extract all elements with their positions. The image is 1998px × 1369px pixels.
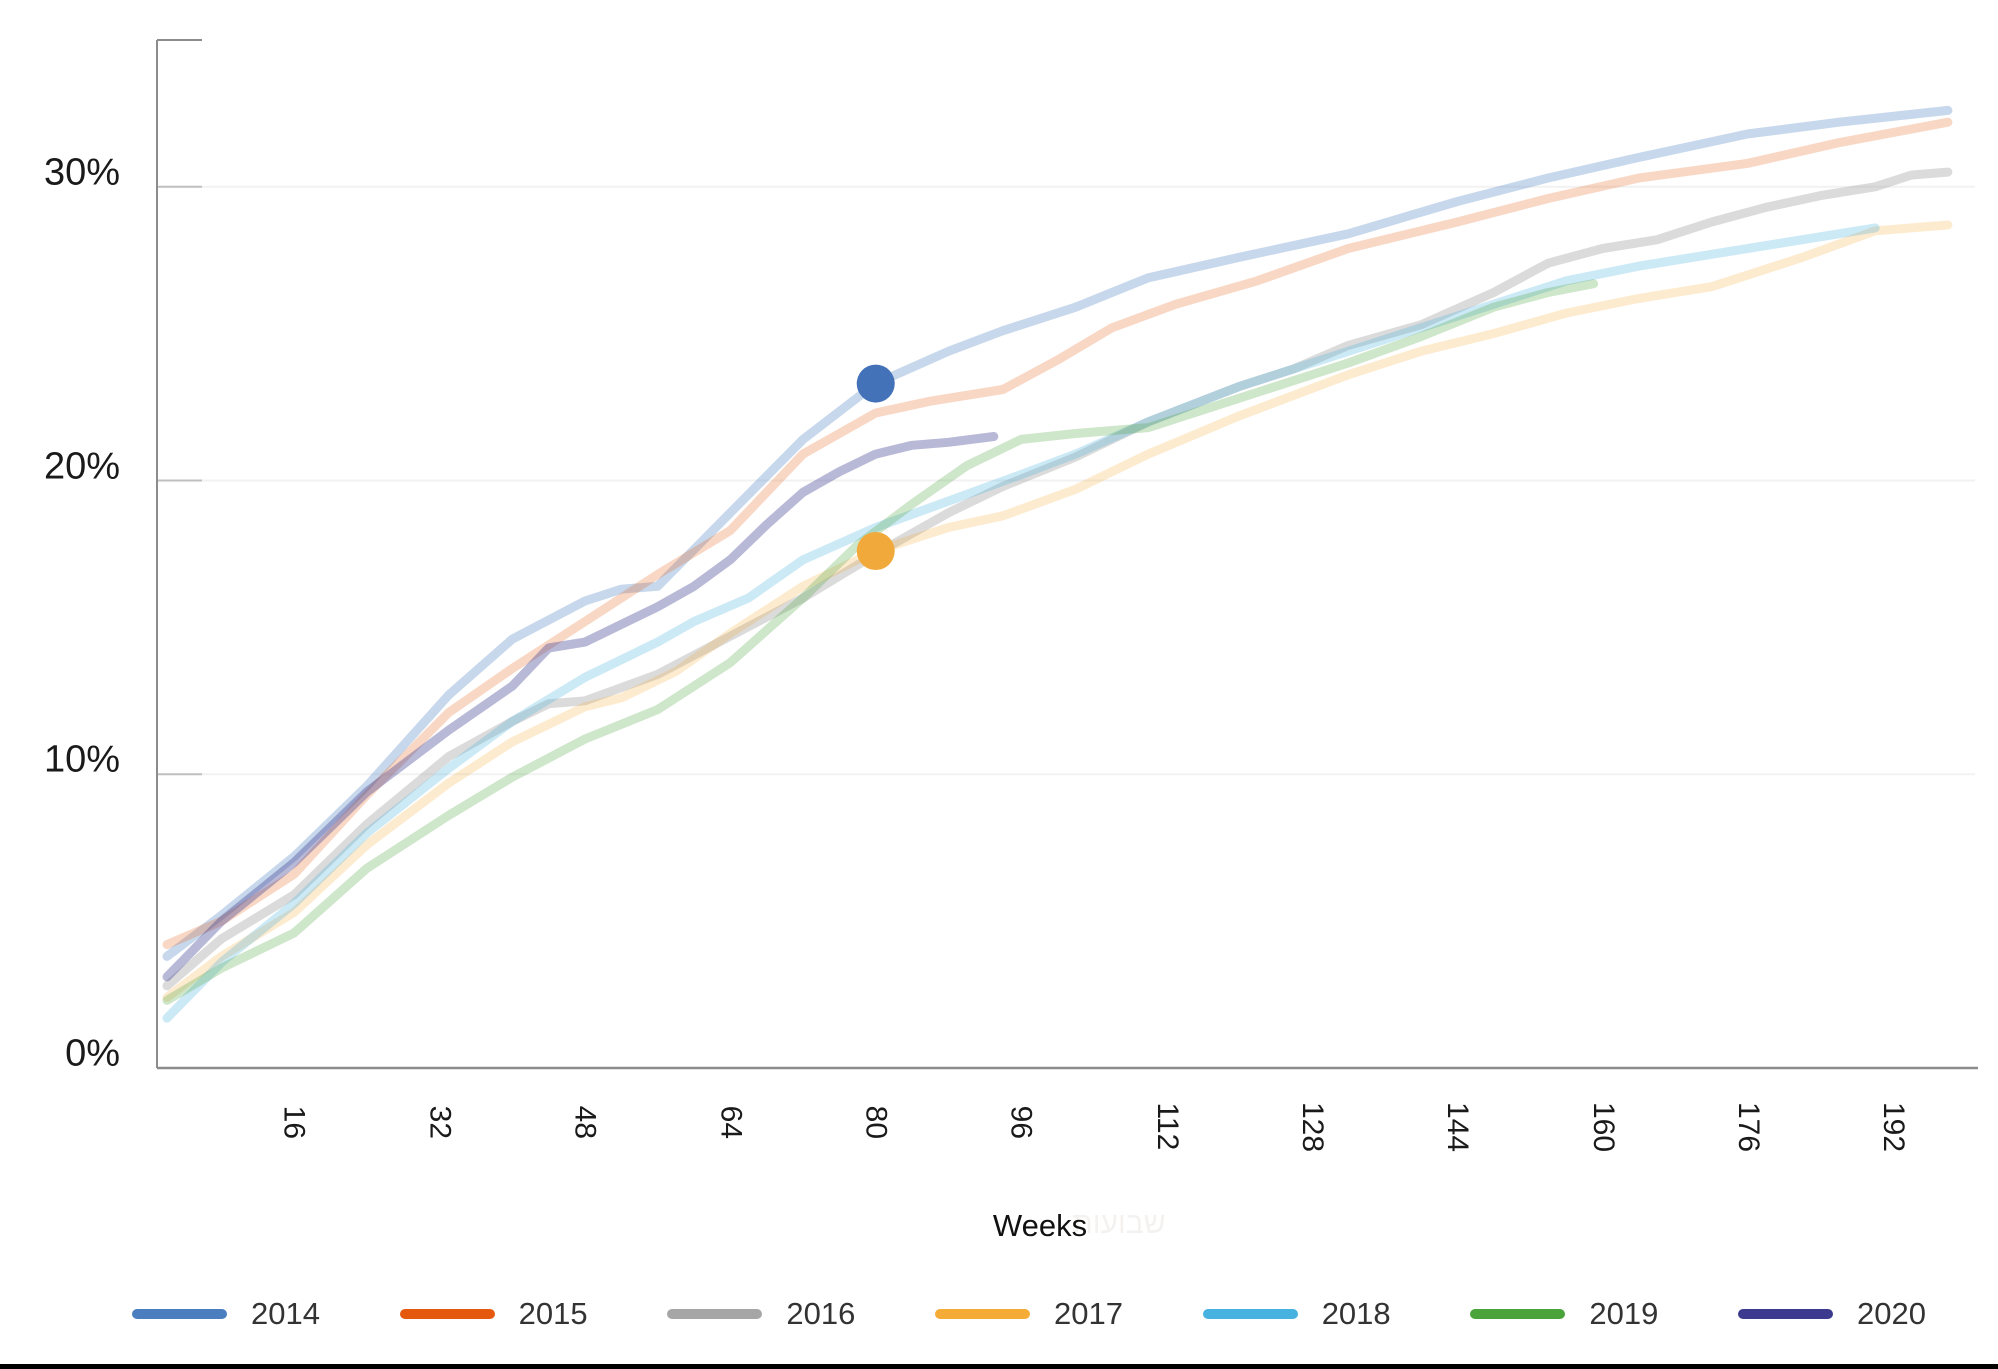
legend-swatch-2018 bbox=[1202, 1309, 1298, 1319]
x-tick-label-192: 192 bbox=[1877, 1101, 1911, 1153]
x-axis-title: Weeks bbox=[992, 1208, 1088, 1243]
x-tick-label-176: 176 bbox=[1732, 1101, 1766, 1153]
legend-item-2018[interactable]: 2018 bbox=[1202, 1296, 1391, 1332]
y-tick-label-30%: 30% bbox=[43, 151, 120, 194]
x-tick-label-48: 48 bbox=[568, 1105, 602, 1140]
legend-swatch-2016 bbox=[667, 1309, 763, 1319]
series-line-2017 bbox=[162, 220, 1953, 1002]
series-line-2015 bbox=[162, 117, 1953, 950]
y-tick-label-10%: 10% bbox=[43, 738, 120, 781]
legend-label-2015: 2015 bbox=[518, 1296, 588, 1331]
x-tick-label-96: 96 bbox=[1005, 1105, 1039, 1140]
legend-swatch-2020 bbox=[1738, 1309, 1834, 1319]
legend-item-2014[interactable]: 2014 bbox=[132, 1296, 320, 1332]
series-line-2014 bbox=[162, 105, 1953, 961]
series-line-2020 bbox=[162, 432, 999, 982]
x-tick-label-80: 80 bbox=[859, 1105, 893, 1140]
x-tick-label-160: 160 bbox=[1586, 1101, 1620, 1153]
x-tick-label-144: 144 bbox=[1441, 1101, 1475, 1153]
series-line-2016 bbox=[162, 167, 1953, 991]
x-tick-label-64: 64 bbox=[714, 1105, 748, 1140]
legend-label-2016: 2016 bbox=[786, 1296, 856, 1331]
x-tick-label-112: 112 bbox=[1150, 1102, 1184, 1151]
y-tick-label-20%: 20% bbox=[43, 445, 120, 488]
legend-label-2020: 2020 bbox=[1857, 1296, 1926, 1331]
x-tick-label-32: 32 bbox=[423, 1105, 457, 1140]
legend-swatch-2014 bbox=[132, 1309, 227, 1319]
legend-item-2020[interactable]: 2020 bbox=[1738, 1296, 1926, 1332]
legend-item-2015[interactable]: 2015 bbox=[399, 1296, 588, 1332]
legend-label-2019: 2019 bbox=[1589, 1296, 1659, 1331]
legend-swatch-2015 bbox=[399, 1309, 495, 1319]
legend-swatch-2019 bbox=[1470, 1309, 1566, 1319]
x-tick-label-128: 128 bbox=[1295, 1101, 1329, 1153]
y-tick-label-0%: 0% bbox=[65, 1032, 120, 1075]
legend-label-2017: 2017 bbox=[1054, 1296, 1123, 1331]
ghost-watermark-label: שבועות bbox=[1072, 1207, 1166, 1240]
bottom-divider-bar bbox=[0, 1364, 1998, 1369]
series-line-2018 bbox=[162, 223, 1880, 1023]
highlight-dot-2014 bbox=[856, 364, 895, 403]
highlight-dot-2017 bbox=[856, 532, 895, 571]
series-line-2019 bbox=[162, 279, 1599, 1005]
legend-item-2019[interactable]: 2019 bbox=[1470, 1296, 1658, 1332]
legend-label-2014: 2014 bbox=[251, 1296, 320, 1331]
legend-item-2016[interactable]: 2016 bbox=[667, 1296, 855, 1332]
legend-item-2017[interactable]: 2017 bbox=[935, 1296, 1123, 1332]
chart-legend: 2014 2015 2016 2017 2018 2019 2020 bbox=[132, 1288, 1926, 1340]
x-tick-label-16: 16 bbox=[278, 1105, 312, 1140]
legend-label-2018: 2018 bbox=[1321, 1296, 1391, 1331]
legend-swatch-2017 bbox=[935, 1309, 1031, 1319]
